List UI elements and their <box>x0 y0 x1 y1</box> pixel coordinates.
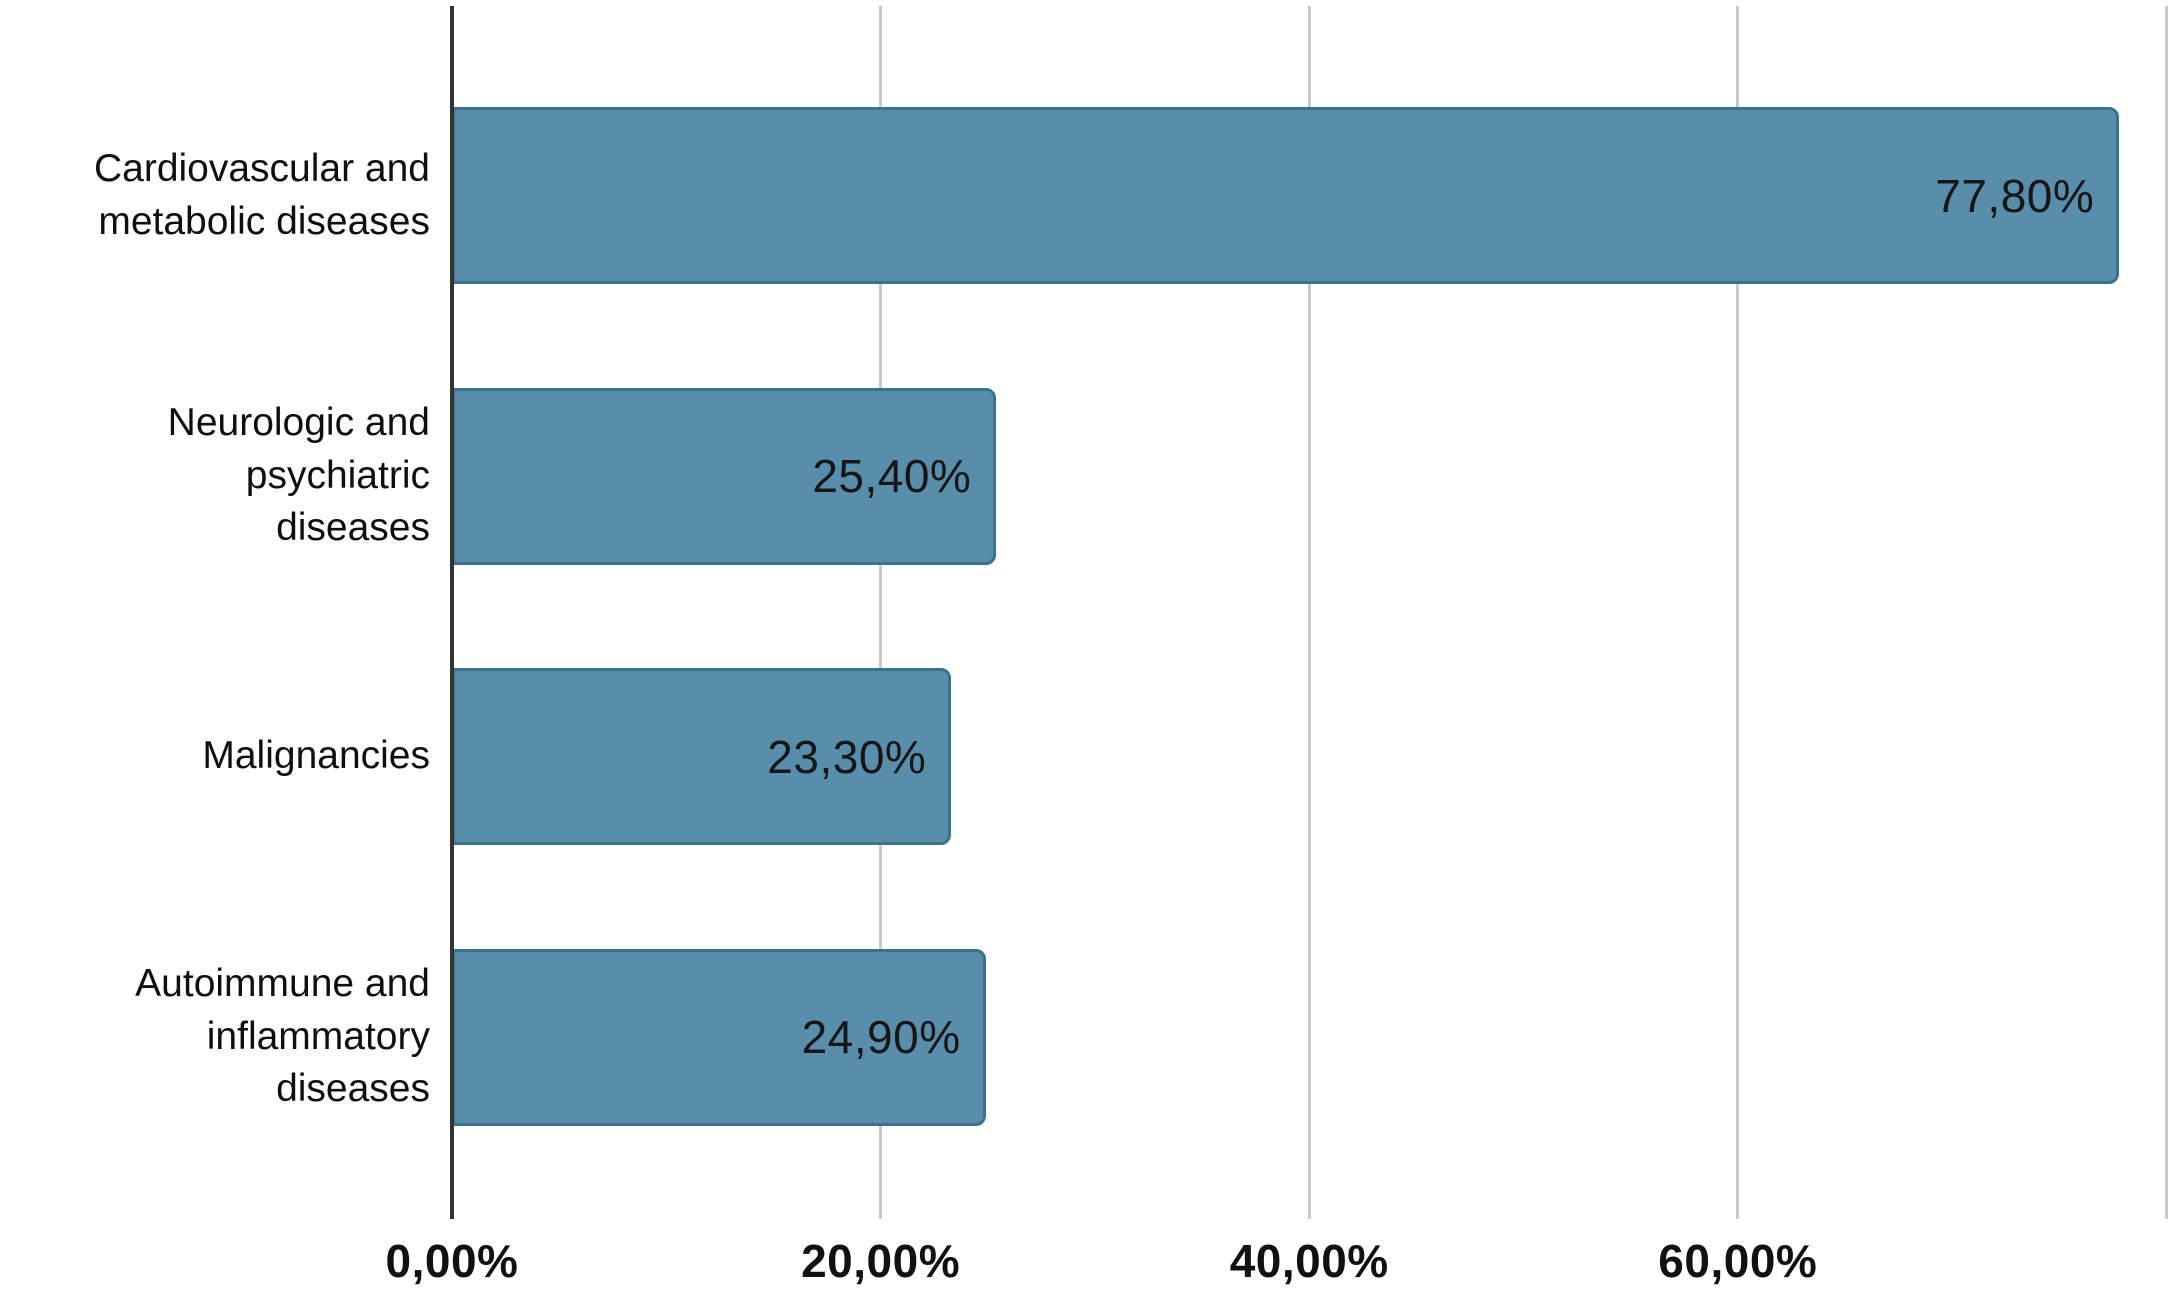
category-label: Cardiovascular and metabolic diseases <box>93 146 430 243</box>
bar: 23,30% <box>452 668 952 845</box>
category-axis-line <box>450 6 454 1219</box>
x-tick-label: 0,00% <box>385 1235 519 1287</box>
bar-value-label: 25,40% <box>812 450 972 502</box>
x-gridline <box>1307 6 1311 1219</box>
bar-value-label: 77,80% <box>1935 169 2095 222</box>
x-tick-label: 60,00% <box>1658 1235 1818 1287</box>
x-gridline <box>1736 6 1740 1219</box>
x-tick-label: 40,00% <box>1229 1235 1389 1287</box>
x-gridline <box>879 6 883 1219</box>
bar-value-label: 24,90% <box>801 1011 961 1063</box>
bar: 24,90% <box>452 948 986 1126</box>
category-label: Neurologic and psychiatric diseases <box>167 401 430 550</box>
category-label: Autoimmune and inflammatory diseases <box>135 962 430 1111</box>
bar: 77,80% <box>452 107 2120 284</box>
x-tick-label: 20,00% <box>801 1235 961 1287</box>
bar-value-label: 23,30% <box>767 730 927 783</box>
x-gridline <box>2164 6 2168 1219</box>
category-label: Malignancies <box>202 734 430 778</box>
bar: 25,40% <box>452 387 997 565</box>
